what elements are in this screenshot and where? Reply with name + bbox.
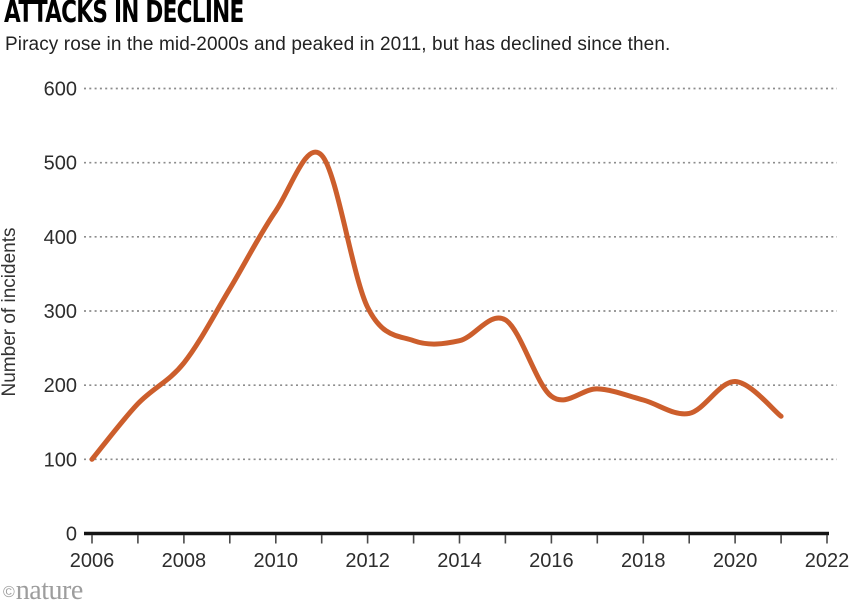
y-tick-label-300: 300 (44, 301, 77, 323)
x-tick-label-2006: 2006 (70, 550, 115, 572)
y-tick-label-200: 200 (44, 375, 77, 397)
x-tick-label-2016: 2016 (529, 550, 574, 572)
copyright-icon: © (3, 584, 15, 601)
y-tick-label-0: 0 (66, 524, 77, 546)
x-tick-label-2022: 2022 (805, 550, 850, 572)
x-tick-label-2020: 2020 (713, 550, 758, 572)
y-tick-label-600: 600 (44, 79, 77, 101)
x-tick-label-2018: 2018 (621, 550, 666, 572)
nature-logo: © nature (3, 577, 83, 605)
x-tick-label-2014: 2014 (437, 550, 482, 572)
chart-title: ATTACKS IN DECLINE (4, 0, 244, 30)
y-tick-label-400: 400 (44, 227, 77, 249)
y-tick-label-100: 100 (44, 449, 77, 471)
y-axis-title: Number of incidents (0, 228, 20, 397)
chart-subtitle: Piracy rose in the mid-2000s and peaked … (5, 34, 671, 55)
x-tick-label-2008: 2008 (162, 550, 207, 572)
nature-logo-text: nature (15, 575, 83, 606)
x-tick-label-2010: 2010 (254, 550, 299, 572)
x-tick-label-2012: 2012 (345, 550, 390, 572)
y-tick-label-500: 500 (44, 153, 77, 175)
incidents-line (89, 149, 784, 462)
